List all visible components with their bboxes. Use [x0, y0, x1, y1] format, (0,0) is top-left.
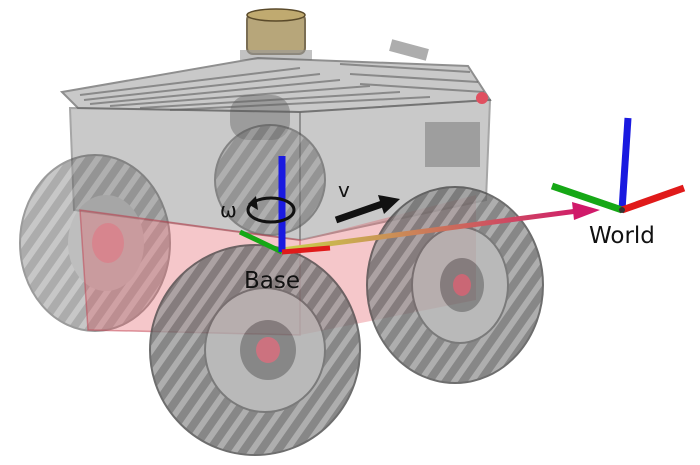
angular-velocity-label: ω: [220, 198, 237, 222]
world-frame-label: World: [589, 223, 655, 249]
world-frame-axes: [550, 117, 686, 214]
front-left-wheel: [149, 244, 361, 456]
front-right-wheel: [366, 186, 544, 384]
rear-wheels: [19, 124, 326, 332]
top-sensor: [240, 8, 312, 60]
transform-link: [281, 202, 600, 253]
linear-velocity-label: v: [338, 178, 350, 202]
velocity-arrow-icon: [334, 195, 400, 224]
base-frame-axes: [238, 156, 331, 255]
base-frame-label: Base: [244, 268, 301, 294]
antenna-bracket: [389, 39, 429, 61]
rotation-arrow-icon: [246, 196, 296, 224]
